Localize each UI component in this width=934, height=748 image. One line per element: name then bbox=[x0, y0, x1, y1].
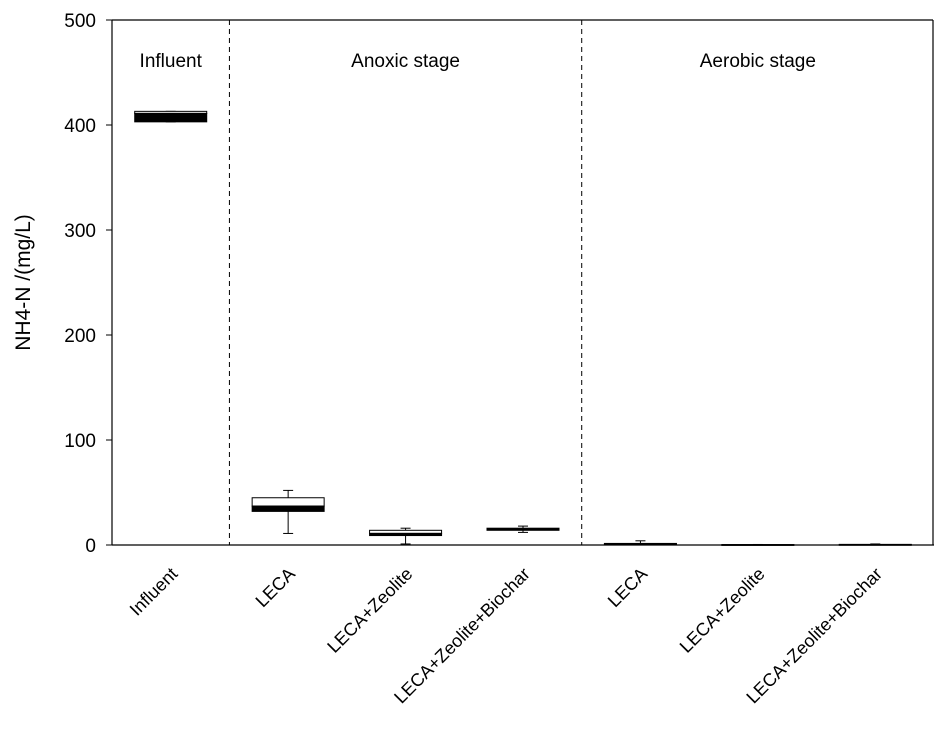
x-axis: Influent LECA LECA+ZeoliteLECA+Zeolite+Bio… bbox=[112, 544, 934, 708]
y-tick-label: 400 bbox=[64, 116, 96, 137]
box-1 bbox=[251, 489, 325, 534]
box-2 bbox=[369, 527, 443, 545]
y-tick-label: 200 bbox=[64, 326, 96, 347]
y-tick-label: 0 bbox=[85, 536, 96, 557]
box-lower bbox=[251, 505, 325, 512]
region-label: Influent bbox=[140, 51, 203, 72]
y-axis-title: NH4-N /(mg/L) bbox=[12, 214, 35, 351]
region-layer: Influent Anoxic stage Aerobic stage bbox=[140, 20, 816, 545]
region-label: Anoxic stage bbox=[351, 51, 460, 72]
x-tick-label: LECA+Zeolite bbox=[323, 564, 416, 657]
x-tick-label: LECA+Zeolite+Biochar bbox=[742, 564, 886, 708]
box-4 bbox=[603, 540, 677, 546]
box-3 bbox=[486, 525, 560, 533]
y-axis: 0 100 200 300 400 500 bbox=[64, 11, 934, 557]
box-0 bbox=[134, 110, 208, 123]
box-layer bbox=[134, 110, 912, 546]
x-tick-label: LECA+Zeolite bbox=[676, 564, 769, 657]
box-lower bbox=[134, 112, 208, 123]
x-tick-label: LECA bbox=[604, 564, 651, 611]
y-tick-label: 300 bbox=[64, 221, 96, 242]
x-tick-label: LECA bbox=[252, 564, 299, 611]
y-tick-label: 500 bbox=[64, 11, 96, 32]
y-tick-label: 100 bbox=[64, 431, 96, 452]
x-tick-label: LECA+Zeolite+Biochar bbox=[390, 564, 534, 708]
x-tick-label: Influent bbox=[126, 564, 182, 620]
box-upper bbox=[251, 497, 325, 507]
region-label: Aerobic stage bbox=[700, 51, 816, 72]
